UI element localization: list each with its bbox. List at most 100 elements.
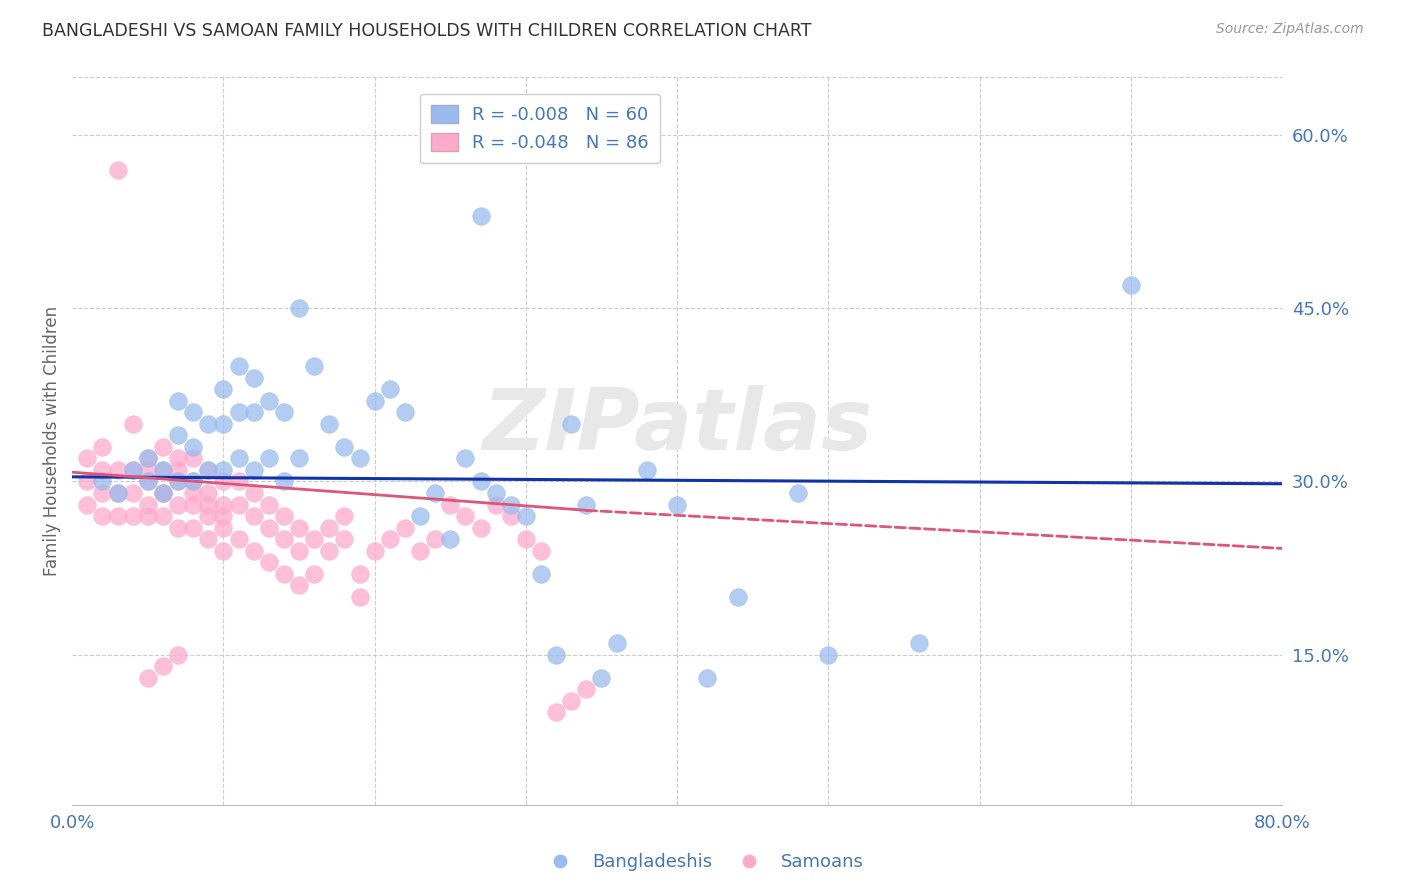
Point <box>136 451 159 466</box>
Point <box>485 498 508 512</box>
Point <box>666 498 689 512</box>
Point <box>606 636 628 650</box>
Point <box>228 405 250 419</box>
Point <box>349 451 371 466</box>
Point <box>349 590 371 604</box>
Point <box>107 486 129 500</box>
Point <box>515 532 537 546</box>
Point <box>817 648 839 662</box>
Point <box>197 463 219 477</box>
Point <box>546 706 568 720</box>
Point <box>560 694 582 708</box>
Point <box>121 463 143 477</box>
Point <box>152 486 174 500</box>
Point <box>152 486 174 500</box>
Text: Source: ZipAtlas.com: Source: ZipAtlas.com <box>1216 22 1364 37</box>
Point <box>273 405 295 419</box>
Point <box>181 475 204 489</box>
Point <box>167 475 190 489</box>
Point <box>591 671 613 685</box>
Point <box>302 532 325 546</box>
Point <box>409 543 432 558</box>
Point <box>409 509 432 524</box>
Point <box>273 475 295 489</box>
Point <box>242 543 264 558</box>
Point <box>121 417 143 431</box>
Point <box>228 359 250 373</box>
Point <box>152 659 174 673</box>
Point <box>228 475 250 489</box>
Point <box>727 590 749 604</box>
Point <box>242 486 264 500</box>
Point <box>378 382 401 396</box>
Point <box>212 417 235 431</box>
Point <box>575 498 598 512</box>
Point <box>242 463 264 477</box>
Point <box>152 463 174 477</box>
Point <box>121 463 143 477</box>
Point <box>167 475 190 489</box>
Point <box>181 405 204 419</box>
Point <box>197 532 219 546</box>
Y-axis label: Family Households with Children: Family Households with Children <box>44 306 60 576</box>
Point <box>181 486 204 500</box>
Point <box>378 532 401 546</box>
Point <box>212 463 235 477</box>
Legend: R = -0.008   N = 60, R = -0.048   N = 86: R = -0.008 N = 60, R = -0.048 N = 86 <box>420 94 659 163</box>
Point <box>136 475 159 489</box>
Text: ZIPatlas: ZIPatlas <box>482 385 872 468</box>
Point <box>242 509 264 524</box>
Point <box>136 463 159 477</box>
Text: BANGLADESHI VS SAMOAN FAMILY HOUSEHOLDS WITH CHILDREN CORRELATION CHART: BANGLADESHI VS SAMOAN FAMILY HOUSEHOLDS … <box>42 22 811 40</box>
Point <box>349 566 371 581</box>
Point <box>76 475 98 489</box>
Point <box>470 209 492 223</box>
Point <box>485 486 508 500</box>
Point <box>242 370 264 384</box>
Point <box>423 486 446 500</box>
Point <box>91 440 114 454</box>
Point <box>136 498 159 512</box>
Point <box>302 359 325 373</box>
Point <box>181 451 204 466</box>
Point <box>91 509 114 524</box>
Point <box>152 509 174 524</box>
Point <box>197 498 219 512</box>
Point <box>318 417 340 431</box>
Point <box>212 498 235 512</box>
Point <box>273 509 295 524</box>
Point <box>107 162 129 177</box>
Point <box>1119 278 1142 293</box>
Point <box>333 440 356 454</box>
Point <box>273 566 295 581</box>
Point <box>107 509 129 524</box>
Point <box>288 543 311 558</box>
Point <box>439 532 461 546</box>
Point <box>257 393 280 408</box>
Point <box>302 566 325 581</box>
Point <box>423 532 446 546</box>
Point <box>333 532 356 546</box>
Point <box>167 463 190 477</box>
Point <box>575 682 598 697</box>
Point <box>136 671 159 685</box>
Point <box>454 451 477 466</box>
Point <box>470 475 492 489</box>
Point <box>91 463 114 477</box>
Point <box>288 301 311 316</box>
Point <box>257 521 280 535</box>
Point <box>257 451 280 466</box>
Point <box>167 648 190 662</box>
Point <box>152 463 174 477</box>
Point <box>181 440 204 454</box>
Point <box>394 405 416 419</box>
Point <box>181 475 204 489</box>
Point <box>76 498 98 512</box>
Point <box>212 543 235 558</box>
Point <box>167 521 190 535</box>
Point <box>181 498 204 512</box>
Point <box>228 498 250 512</box>
Point <box>152 440 174 454</box>
Point <box>197 463 219 477</box>
Point <box>333 509 356 524</box>
